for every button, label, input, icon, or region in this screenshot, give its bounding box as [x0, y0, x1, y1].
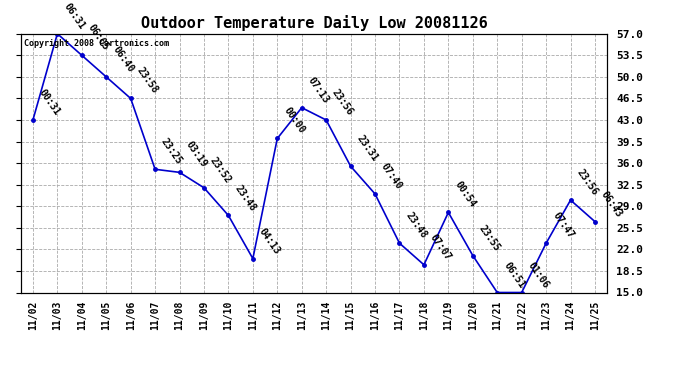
Text: 07:47: 07:47 — [550, 211, 575, 240]
Text: 23:25: 23:25 — [159, 137, 184, 166]
Text: 06:31: 06:31 — [61, 1, 86, 31]
Text: 00:00: 00:00 — [282, 106, 306, 136]
Text: 06:40: 06:40 — [110, 44, 135, 74]
Text: 23:56: 23:56 — [331, 87, 355, 117]
Text: 04:13: 04:13 — [257, 226, 282, 256]
Text: 23:48: 23:48 — [404, 211, 428, 240]
Text: 23:31: 23:31 — [355, 134, 380, 164]
Text: 23:56: 23:56 — [575, 168, 600, 197]
Text: 23:48: 23:48 — [233, 183, 257, 213]
Text: 06:43: 06:43 — [599, 189, 624, 219]
Text: 01:06: 01:06 — [526, 260, 551, 290]
Title: Outdoor Temperature Daily Low 20081126: Outdoor Temperature Daily Low 20081126 — [141, 15, 487, 31]
Text: 00:54: 00:54 — [453, 180, 477, 210]
Text: 00:31: 00:31 — [37, 87, 62, 117]
Text: 07:13: 07:13 — [306, 75, 331, 105]
Text: 06:51: 06:51 — [502, 260, 526, 290]
Text: 07:07: 07:07 — [428, 232, 453, 262]
Text: 07:40: 07:40 — [380, 161, 404, 191]
Text: 03:19: 03:19 — [184, 140, 209, 170]
Text: 06:05: 06:05 — [86, 23, 111, 53]
Text: 23:52: 23:52 — [208, 155, 233, 185]
Text: 23:58: 23:58 — [135, 66, 160, 96]
Text: Copyright 2008 Cartronics.com: Copyright 2008 Cartronics.com — [23, 39, 168, 48]
Text: 23:55: 23:55 — [477, 223, 502, 253]
